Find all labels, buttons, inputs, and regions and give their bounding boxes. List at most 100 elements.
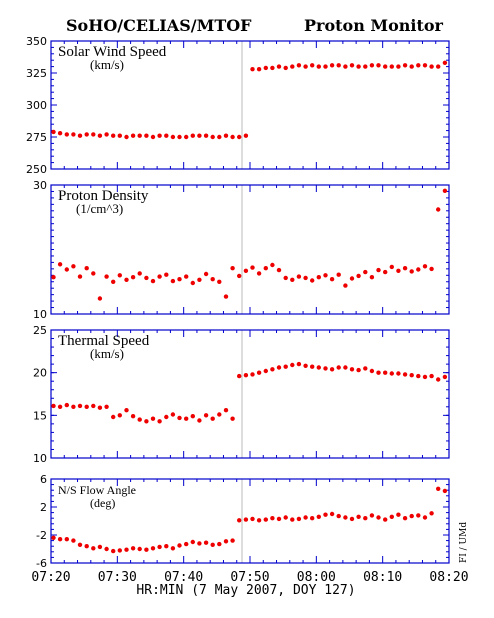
data-point <box>203 133 209 138</box>
data-point <box>296 516 302 522</box>
panel-unit: (deg) <box>90 496 115 510</box>
data-point <box>263 517 268 522</box>
data-point <box>64 132 70 137</box>
data-point <box>349 516 355 522</box>
data-point <box>250 372 255 377</box>
data-point <box>57 537 63 542</box>
x-axis-title: HR:MIN (7 May 2007, DOY 127) <box>136 583 355 598</box>
x-tick-label: 07:50 <box>230 570 269 585</box>
y-tick-label: 325 <box>26 67 47 80</box>
data-point <box>104 132 109 137</box>
figure-title-left: SoHO/CELIAS/MTOF <box>66 16 252 35</box>
data-point <box>416 513 421 518</box>
data-point <box>396 371 401 376</box>
panel-unit: (km/s) <box>90 57 124 72</box>
data-point <box>363 64 368 69</box>
data-point <box>137 417 142 422</box>
data-point <box>117 413 123 418</box>
data-point <box>369 368 375 374</box>
data-point <box>57 404 63 409</box>
data-point <box>77 542 83 547</box>
y-tick-label: 350 <box>26 35 47 48</box>
data-point <box>124 277 129 282</box>
data-point <box>104 404 109 409</box>
data-point <box>51 535 56 540</box>
data-point <box>303 363 308 368</box>
data-point <box>130 546 136 551</box>
y-tick-label: 15 <box>33 409 47 422</box>
data-point <box>283 515 288 520</box>
data-point <box>290 277 295 282</box>
data-point <box>104 274 109 279</box>
data-point <box>104 546 109 552</box>
data-point <box>389 371 394 376</box>
data-point <box>383 370 388 375</box>
data-point <box>190 280 195 286</box>
data-point <box>310 364 315 369</box>
data-point <box>91 403 96 409</box>
data-point <box>164 544 169 549</box>
data-point <box>164 133 169 138</box>
data-point <box>343 365 348 370</box>
data-point <box>363 366 368 371</box>
data-point <box>144 275 149 281</box>
data-point <box>256 518 262 523</box>
y-tick-label: 300 <box>26 99 47 112</box>
data-point <box>184 274 189 279</box>
data-point <box>177 415 182 421</box>
data-point <box>376 515 381 520</box>
data-point <box>190 414 195 419</box>
data-point <box>329 367 335 372</box>
figure-title-right: Proton Monitor <box>304 16 444 35</box>
data-point <box>150 134 156 140</box>
data-point <box>329 277 335 282</box>
data-point <box>422 374 428 380</box>
data-point <box>243 133 249 138</box>
data-point <box>336 272 341 277</box>
data-point <box>250 265 255 270</box>
data-point <box>416 63 421 68</box>
panel-label: Proton Density <box>58 188 149 204</box>
data-point <box>283 364 288 369</box>
data-point <box>51 275 56 280</box>
panel-label: N/S Flow Angle <box>58 483 136 497</box>
data-point <box>130 275 136 280</box>
data-point <box>84 544 89 549</box>
data-point <box>217 279 222 284</box>
data-point <box>316 275 321 280</box>
data-point <box>51 403 56 409</box>
y-tick-label: -2 <box>36 529 47 542</box>
data-point <box>124 408 129 413</box>
data-point <box>310 63 315 68</box>
data-point <box>170 546 176 551</box>
data-point <box>250 67 255 72</box>
data-point <box>237 273 242 279</box>
panel-4: 6 2 -2 -6 N/S Flow Angle(deg) <box>36 473 450 570</box>
data-point <box>256 370 262 375</box>
data-point <box>144 133 149 138</box>
data-point <box>157 419 162 424</box>
data-point <box>402 63 408 68</box>
data-point <box>164 272 169 277</box>
data-point <box>157 274 162 279</box>
data-point <box>217 541 222 547</box>
data-point <box>349 367 355 372</box>
data-point <box>429 266 434 272</box>
data-point <box>343 515 348 520</box>
data-point <box>223 539 229 544</box>
data-point <box>64 537 70 542</box>
data-point <box>97 405 103 410</box>
y-tick-label: 25 <box>33 324 47 337</box>
data-point <box>442 488 448 494</box>
data-point <box>71 264 76 269</box>
data-point <box>190 133 195 138</box>
data-point <box>323 512 328 517</box>
data-point <box>283 65 288 71</box>
data-point <box>383 517 388 522</box>
data-point <box>210 134 215 140</box>
data-point <box>336 365 341 370</box>
x-tick-label: 08:10 <box>363 570 402 585</box>
data-point <box>71 404 76 409</box>
data-point <box>383 64 388 69</box>
